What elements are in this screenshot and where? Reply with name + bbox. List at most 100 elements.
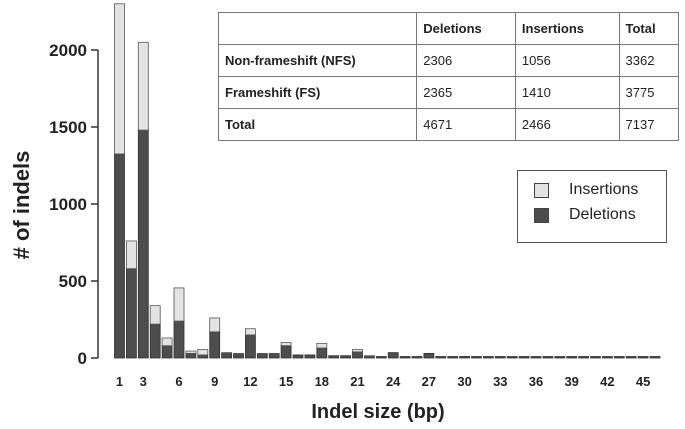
bar-deletions (256, 353, 268, 359)
bar-insertions (268, 352, 280, 355)
x-tick-label: 12 (243, 374, 257, 389)
bar-insertions (197, 349, 209, 356)
bar-deletions (399, 356, 411, 359)
x-tick-label: 39 (564, 374, 578, 389)
bar-deletions (459, 356, 471, 359)
row-label: Frameshift (FS) (217, 76, 418, 109)
bar-deletions (542, 356, 554, 359)
table-row: Non-frameshift (NFS) 2306 1056 3362 (217, 44, 680, 77)
legend-item-deletions: Deletions (534, 206, 636, 224)
bar-deletions (530, 356, 542, 359)
bar-deletions (590, 356, 601, 359)
bar-insertions (256, 352, 268, 355)
bar-deletions (387, 352, 399, 359)
y-tick-label: 1500 (49, 118, 87, 137)
x-tick-label: 15 (279, 374, 293, 389)
bar-deletions (316, 347, 328, 359)
x-tick-label: 18 (315, 374, 329, 389)
table-header-cell: Total (618, 12, 680, 45)
bar-deletions (435, 356, 447, 359)
table-cell: 2466 (514, 108, 620, 141)
bar-deletions (482, 356, 494, 359)
bar-deletions (340, 355, 352, 359)
x-tick-label: 45 (636, 374, 650, 389)
table-row: Frameshift (FS) 2365 1410 3775 (217, 76, 680, 109)
bar-deletions (221, 352, 233, 359)
table-cell: 2365 (416, 76, 516, 109)
bar-deletions (613, 356, 625, 359)
y-tick-label: 2000 (49, 41, 87, 60)
table-header-cell: Deletions (416, 12, 516, 45)
legend-label: Deletions (569, 206, 636, 223)
legend-swatch-insertions (534, 182, 549, 198)
bar-deletions (328, 355, 340, 359)
bar-insertions (126, 240, 137, 270)
bar-deletions (137, 129, 149, 359)
bar-deletions (494, 356, 506, 359)
bar-insertions (114, 3, 125, 155)
bar-deletions (304, 354, 316, 359)
x-tick-label: 3 (140, 374, 147, 389)
table-cell: 3362 (618, 44, 680, 77)
bar-insertions (209, 317, 221, 333)
bar-deletions (625, 356, 637, 359)
table-header-cell (217, 12, 418, 45)
x-axis-title: Indel size (bp) (311, 401, 444, 423)
table-cell: 2306 (416, 44, 516, 77)
bar-insertions (233, 352, 244, 355)
bar-deletions (649, 356, 661, 359)
x-tick-label: 27 (422, 374, 436, 389)
bar-deletions (554, 356, 566, 359)
table-cell: 4671 (416, 108, 516, 141)
y-tick-label: 1000 (49, 195, 87, 214)
bar-deletions (518, 356, 530, 359)
y-tick-label: 0 (78, 349, 87, 368)
bar-deletions (602, 356, 613, 359)
bar-insertions (161, 337, 173, 347)
bar-deletions (161, 345, 173, 359)
bar-insertions (173, 287, 185, 322)
x-tick-label: 21 (350, 374, 364, 389)
bar-deletions (423, 352, 435, 359)
legend-label: Insertions (569, 181, 639, 198)
bar-deletions (292, 354, 304, 359)
bar-deletions (566, 356, 578, 359)
bar-deletions (637, 356, 649, 359)
y-axis-title: # of indels (9, 151, 34, 260)
bar-insertions (280, 342, 292, 347)
legend-item-insertions: Insertions (534, 181, 638, 199)
x-tick-label: 6 (175, 374, 182, 389)
bar-deletions (411, 356, 423, 359)
bar-insertions (352, 349, 363, 353)
summary-table: Deletions Insertions Total Non-frameshif… (217, 12, 680, 141)
bar-deletions (209, 331, 221, 359)
bar-deletions (149, 323, 161, 359)
bar-deletions (447, 356, 459, 359)
bar-deletions (506, 356, 518, 359)
bar-deletions (126, 268, 137, 359)
bar-deletions (471, 356, 482, 359)
bar-deletions (375, 356, 387, 359)
table-header-row: Deletions Insertions Total (217, 12, 680, 45)
x-tick-label: 1 (116, 374, 123, 389)
bar-insertions (149, 305, 161, 325)
bar-deletions (244, 334, 256, 359)
row-label: Total (217, 108, 418, 141)
bar-insertions (185, 350, 197, 354)
bar-deletions (268, 353, 280, 359)
bar-insertions (244, 328, 256, 336)
bar-deletions (578, 356, 589, 359)
y-tick-label: 500 (59, 272, 87, 291)
x-tick-label: 24 (386, 374, 401, 389)
bar-insertions (137, 41, 149, 131)
legend: Insertions Deletions (517, 170, 667, 243)
bar-deletions (197, 354, 209, 359)
table-header-cell: Insertions (514, 12, 620, 45)
x-tick-label: 30 (457, 374, 471, 389)
table-cell: 7137 (618, 108, 680, 141)
bar-deletions (185, 352, 197, 359)
legend-swatch-deletions (534, 207, 549, 223)
row-label: Non-frameshift (NFS) (217, 44, 418, 77)
bar-deletions (233, 353, 244, 359)
